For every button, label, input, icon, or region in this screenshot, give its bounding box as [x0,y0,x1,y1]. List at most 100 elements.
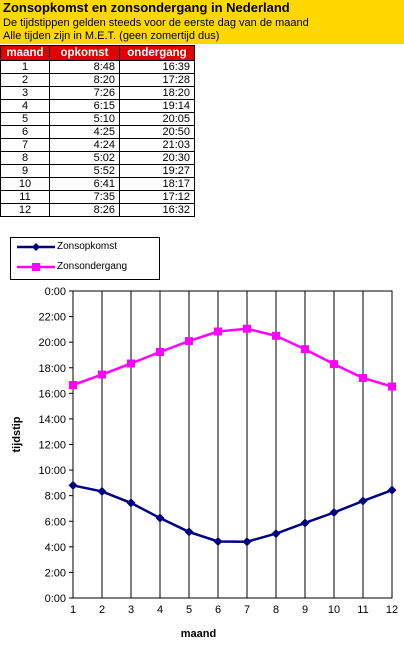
cell-maand: 11 [0,190,50,204]
data-point-zonsondergang [185,337,193,346]
series-line-zonsondergang [72,327,393,388]
x-tick-label: 5 [186,604,192,616]
y-tick-label: 2:00 [45,567,66,579]
table-row: 8 5:02 20:30 [0,151,195,165]
cell-opkomst: 6:15 [49,99,120,113]
table-row: 12 8:26 16:32 [0,203,195,217]
series-line-zonsopkomst [72,484,393,543]
x-tick-label: 1 [70,604,76,616]
data-point-zonsopkomst [242,537,252,547]
cell-ondergang: 21:03 [119,138,195,152]
table-row: 6 4:25 20:50 [0,125,195,139]
x-tick-label: 7 [244,604,250,616]
y-tick-label: 22:00 [38,312,66,324]
data-point-zonsopkomst [155,513,165,523]
table-row: 10 6:41 18:17 [0,177,195,191]
data-point-zonsondergang [301,345,309,354]
x-tick-label: 8 [273,604,279,616]
cell-opkomst: 5:02 [49,151,120,165]
data-point-zonsopkomst [126,498,136,508]
cell-maand: 4 [0,99,50,113]
cell-ondergang: 17:28 [119,73,195,87]
column-header-ondergang: ondergang [119,45,195,61]
x-tick-label: 3 [128,604,134,616]
cell-opkomst: 4:24 [49,138,120,152]
data-point-zonsopkomst [68,480,78,490]
data-point-zonsondergang [388,382,396,391]
legend-label-ondergang: Zonsondergang [57,261,128,272]
cell-maand: 10 [0,177,50,191]
y-tick-label: 4:00 [45,542,66,554]
cell-opkomst: 8:48 [49,60,120,74]
cell-ondergang: 16:39 [119,60,195,74]
plot-area [72,290,393,599]
column-header-opkomst: opkomst [49,45,120,61]
y-tick-label: 0:00 [45,593,66,605]
cell-ondergang: 20:30 [119,151,195,165]
cell-ondergang: 20:50 [119,125,195,139]
y-tick-label: 10:00 [38,465,66,477]
y-tick-label: 14:00 [38,414,66,426]
y-tick-label: 0:00 [45,286,66,298]
x-axis-title: maand [181,628,216,640]
cell-opkomst: 5:52 [49,164,120,178]
cell-maand: 1 [0,60,50,74]
data-point-zonsondergang [69,381,77,390]
table-row: 4 6:15 19:14 [0,99,195,113]
cell-ondergang: 20:05 [119,112,195,126]
x-tick-label: 2 [99,604,105,616]
data-point-zonsopkomst [184,527,194,537]
data-point-zonsondergang [330,360,338,369]
cell-opkomst: 8:26 [49,203,120,217]
y-tick-label: 16:00 [38,388,66,400]
x-tick-label: 12 [386,604,398,616]
cell-opkomst: 4:25 [49,125,120,139]
legend-marker-opkomst [32,243,40,251]
data-point-zonsopkomst [387,485,397,495]
y-axis-title: tijdstip [11,416,23,452]
cell-maand: 8 [0,151,50,165]
table-row: 1 8:48 16:39 [0,60,195,74]
cell-maand: 2 [0,73,50,87]
data-point-zonsondergang [156,347,164,356]
table-row: 9 5:52 19:27 [0,164,195,178]
page-title: Zonsopkomst en zonsondergang in Nederlan… [3,0,290,15]
header-band: Zonsopkomst en zonsondergang in Nederlan… [0,0,404,44]
legend-swatches [17,243,55,271]
x-tick-label: 10 [328,604,340,616]
data-point-zonsondergang [272,331,280,340]
data-point-zonsondergang [359,373,367,382]
cell-ondergang: 18:20 [119,86,195,100]
column-header-maand: maand [0,45,50,61]
data-point-zonsondergang [98,370,106,379]
cell-ondergang: 17:12 [119,190,195,204]
table-row: 11 7:35 17:12 [0,190,195,204]
cell-maand: 12 [0,203,50,217]
data-point-zonsondergang [127,359,135,368]
y-tick-label: 12:00 [38,440,66,452]
cell-ondergang: 19:27 [119,164,195,178]
legend-label-opkomst: Zonsopkomst [57,241,118,252]
y-tick-label: 6:00 [45,516,66,528]
table-row: 5 5:10 20:05 [0,112,195,126]
subtitle-first-day: De tijdstippen gelden steeds voor de eer… [3,17,309,29]
data-point-zonsondergang [214,327,222,336]
cell-ondergang: 19:14 [119,99,195,113]
cell-opkomst: 7:35 [49,190,120,204]
cell-maand: 6 [0,125,50,139]
x-tick-label: 9 [302,604,308,616]
cell-ondergang: 18:17 [119,177,195,191]
table-row: 7 4:24 21:03 [0,138,195,152]
cell-maand: 5 [0,112,50,126]
table-header-row: maand opkomst ondergang [0,45,195,61]
data-point-zonsondergang [243,324,251,333]
cell-opkomst: 5:10 [49,112,120,126]
y-tick-label: 20:00 [38,337,66,349]
data-point-zonsopkomst [97,486,107,496]
y-tick-label: 18:00 [38,363,66,375]
chart-legend: Zonsopkomst Zonsondergang [10,237,160,280]
x-tick-label: 4 [157,604,163,616]
cell-opkomst: 6:41 [49,177,120,191]
data-point-zonsopkomst [329,508,339,518]
table-row: 2 8:20 17:28 [0,73,195,87]
